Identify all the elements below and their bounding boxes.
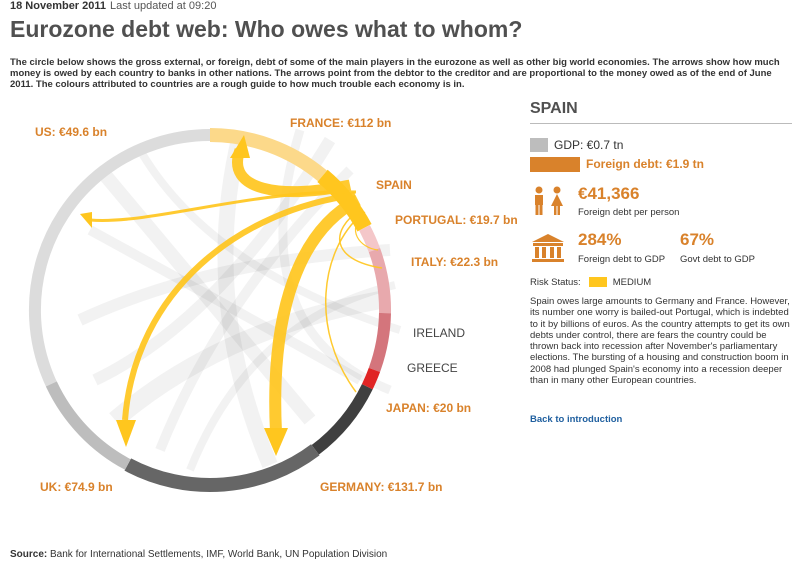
label-italy: ITALY: €22.3 bn bbox=[411, 255, 498, 269]
source-label: Source: bbox=[10, 549, 48, 560]
risk-swatch bbox=[588, 277, 607, 288]
source-line: Source: Bank for International Settlemen… bbox=[10, 549, 387, 560]
label-japan: JAPAN: €20 bn bbox=[386, 401, 471, 415]
panel-country-title: SPAIN bbox=[530, 100, 792, 124]
foreign-debt-value: Foreign debt: €1.9 tn bbox=[586, 157, 705, 171]
label-us: US: €49.6 bn bbox=[35, 125, 107, 139]
risk-status-row: Risk Status: MEDIUM bbox=[530, 277, 651, 288]
source-text: Bank for International Settlements, IMF,… bbox=[50, 549, 388, 560]
foreign-debt-bar bbox=[530, 157, 580, 172]
date: 18 November 2011 bbox=[10, 0, 107, 12]
gdp-swatch bbox=[530, 138, 548, 152]
debt-web-diagram[interactable]: US: €49.6 bn FRANCE: €112 bn SPAIN PORTU… bbox=[0, 95, 525, 515]
arc-japan[interactable] bbox=[311, 383, 373, 455]
arc-greece[interactable] bbox=[361, 367, 381, 390]
arrowhead-uk bbox=[116, 420, 136, 447]
debt-to-gdp-value: 284% bbox=[578, 230, 622, 249]
per-person-label: Foreign debt per person bbox=[578, 207, 680, 218]
page-title: Eurozone debt web: Who owes what to whom… bbox=[10, 16, 523, 42]
updated-time: Last updated at 09:20 bbox=[110, 0, 217, 12]
label-uk: UK: €74.9 bn bbox=[40, 480, 113, 494]
background-chords bbox=[77, 128, 402, 472]
label-germany: GERMANY: €131.7 bn bbox=[320, 480, 442, 494]
risk-value: MEDIUM bbox=[612, 277, 652, 288]
flow-to-france bbox=[232, 148, 352, 198]
per-person-value: €41,366 bbox=[578, 184, 640, 203]
back-to-introduction-link[interactable]: Back to introduction bbox=[530, 414, 623, 425]
country-labels: US: €49.6 bn FRANCE: €112 bn SPAIN PORTU… bbox=[35, 116, 518, 494]
flow-to-germany bbox=[269, 194, 361, 433]
dateline: 18 November 2011 Last updated at 09:20 bbox=[10, 0, 216, 12]
arc-france[interactable] bbox=[209, 127, 327, 182]
arc-germany[interactable] bbox=[124, 444, 320, 493]
label-ireland: IRELAND bbox=[413, 326, 465, 340]
arrowhead-us bbox=[80, 212, 92, 228]
label-greece: GREECE bbox=[407, 361, 458, 375]
arc-portugal[interactable] bbox=[359, 224, 381, 253]
arc-italy[interactable] bbox=[368, 248, 392, 314]
govt-debt-value: 67% bbox=[680, 230, 715, 249]
gdp-value: GDP: €0.7 tn bbox=[554, 138, 624, 152]
people-icon bbox=[530, 186, 568, 221]
flow-to-us bbox=[89, 190, 357, 222]
flow-to-portugal bbox=[354, 211, 379, 251]
arrowhead-germany bbox=[264, 428, 288, 456]
arc-ireland[interactable] bbox=[368, 312, 391, 372]
govt-debt-label: Govt debt to GDP bbox=[680, 254, 755, 265]
country-description: Spain owes large amounts to Germany and … bbox=[530, 296, 790, 387]
label-france: FRANCE: €112 bn bbox=[290, 116, 391, 130]
arc-uk[interactable] bbox=[45, 381, 131, 470]
spain-flows bbox=[80, 135, 383, 456]
intro-text: The circle below shows the gross externa… bbox=[10, 57, 780, 90]
country-info-panel: SPAIN GDP: €0.7 tn Foreign debt: €1.9 tn… bbox=[530, 100, 792, 425]
arrowhead-france bbox=[230, 135, 250, 158]
label-portugal: PORTUGAL: €19.7 bn bbox=[395, 213, 518, 227]
debt-to-gdp-label: Foreign debt to GDP bbox=[578, 254, 666, 265]
flow-to-uk bbox=[122, 192, 356, 421]
risk-label: Risk Status: bbox=[530, 277, 581, 288]
arc-spain[interactable] bbox=[317, 169, 372, 232]
country-ring[interactable] bbox=[28, 127, 392, 493]
label-spain: SPAIN bbox=[376, 178, 412, 192]
flow-to-japan bbox=[324, 213, 363, 393]
flow-to-italy bbox=[339, 209, 383, 269]
bank-icon bbox=[530, 233, 566, 268]
